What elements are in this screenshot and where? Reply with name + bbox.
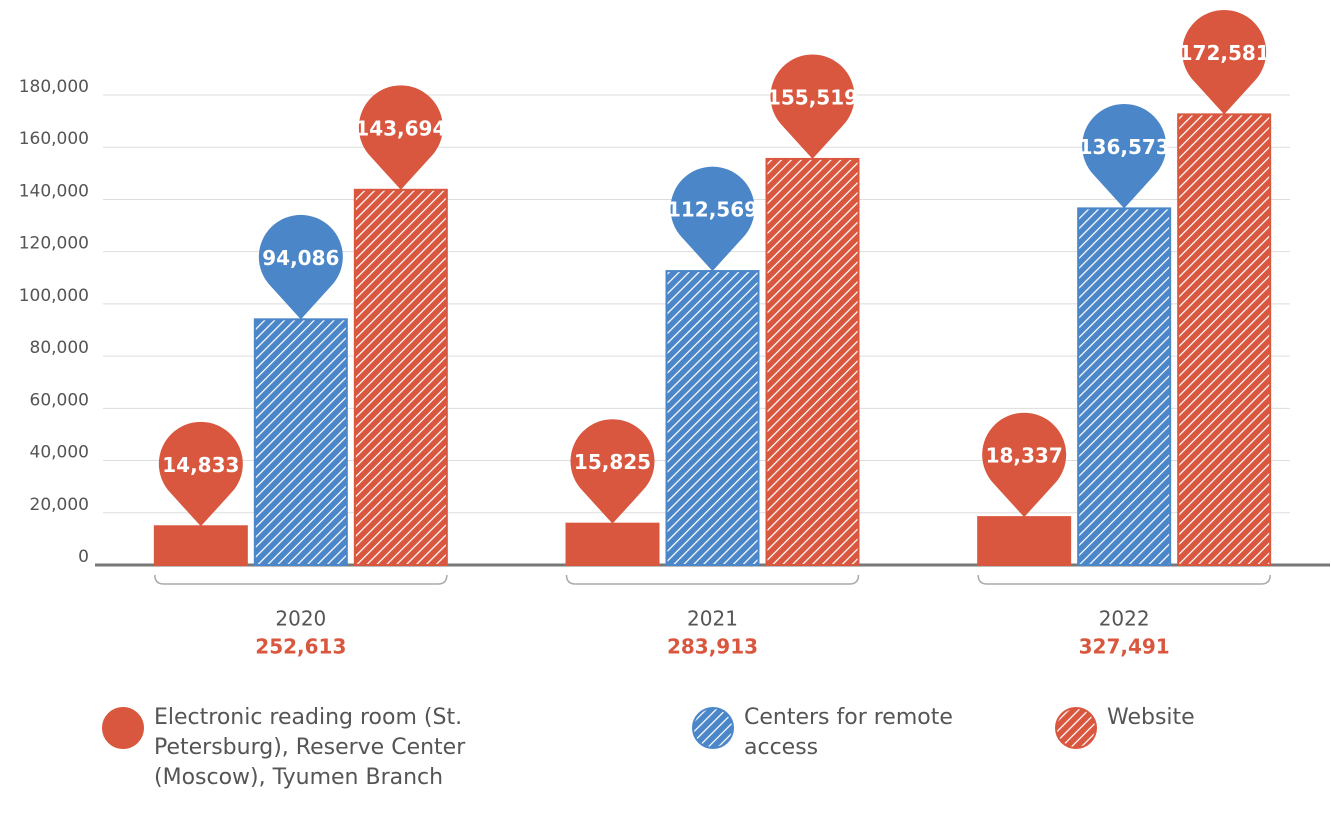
total-label: 252,613	[255, 635, 346, 659]
value-label: 155,519	[767, 85, 858, 109]
group-bracket	[565, 574, 860, 585]
value-label: 18,337	[986, 444, 1063, 468]
value-pin	[358, 85, 443, 190]
y-tick-label: 0	[78, 547, 89, 567]
legend-item: Centers for remote access	[690, 703, 990, 763]
value-label: 112,569	[667, 198, 758, 222]
value-label: 172,581	[1179, 41, 1270, 65]
value-pin	[1082, 103, 1167, 209]
bar	[253, 318, 348, 566]
legend-marker	[102, 707, 144, 749]
value-pin	[770, 54, 855, 159]
legend-swatch	[1055, 707, 1097, 749]
bar	[977, 516, 1072, 566]
group-bracket	[154, 574, 448, 585]
legend-swatch	[692, 707, 734, 749]
value-label: 15,825	[574, 450, 651, 474]
legend-label: Centers for remote access	[744, 705, 953, 760]
y-tick-label: 80,000	[30, 338, 89, 358]
total-label: 283,913	[667, 635, 758, 659]
value-pin	[258, 214, 343, 320]
value-label: 136,573	[1079, 135, 1170, 159]
y-tick-label: 40,000	[30, 443, 89, 463]
value-pin	[982, 412, 1067, 518]
legend-marker	[1055, 707, 1097, 749]
y-tick-label: 120,000	[19, 234, 89, 254]
legend-item: Electronic reading room (St. Petersburg)…	[100, 703, 520, 793]
value-label: 14,833	[162, 453, 239, 477]
y-tick-label: 60,000	[30, 390, 89, 410]
bar	[1177, 113, 1272, 567]
value-pin	[670, 166, 755, 272]
x-tick-label: 2021	[687, 607, 738, 631]
bar	[1077, 207, 1172, 566]
legend-swatch	[102, 707, 144, 749]
y-tick-label: 20,000	[30, 495, 89, 515]
bar	[153, 525, 248, 567]
x-tick-label: 2022	[1099, 607, 1150, 631]
value-label: 94,086	[262, 246, 339, 270]
bar	[765, 157, 860, 566]
value-pin	[1182, 9, 1267, 115]
value-pin	[158, 421, 243, 527]
value-pin	[570, 419, 655, 524]
legend-label: Website	[1107, 705, 1195, 730]
y-tick-label: 100,000	[19, 286, 89, 306]
value-label: 143,694	[355, 116, 446, 140]
legend-item: Website	[1053, 703, 1313, 751]
x-tick-label: 2020	[275, 607, 326, 631]
legend-marker	[692, 707, 734, 749]
bar	[565, 522, 660, 566]
total-label: 327,491	[1079, 635, 1170, 659]
bar	[353, 188, 448, 566]
bar	[665, 270, 760, 566]
chart: 0 20,000 40,000 60,000 80,000 100,000 120,000 1…	[19, 9, 1330, 659]
y-tick-label: 140,000	[19, 181, 89, 201]
group-bracket	[977, 574, 1271, 585]
y-tick-label: 180,000	[19, 77, 89, 97]
legend-label: Electronic reading room (St. Petersburg)…	[154, 705, 466, 790]
y-tick-label: 160,000	[19, 129, 89, 149]
